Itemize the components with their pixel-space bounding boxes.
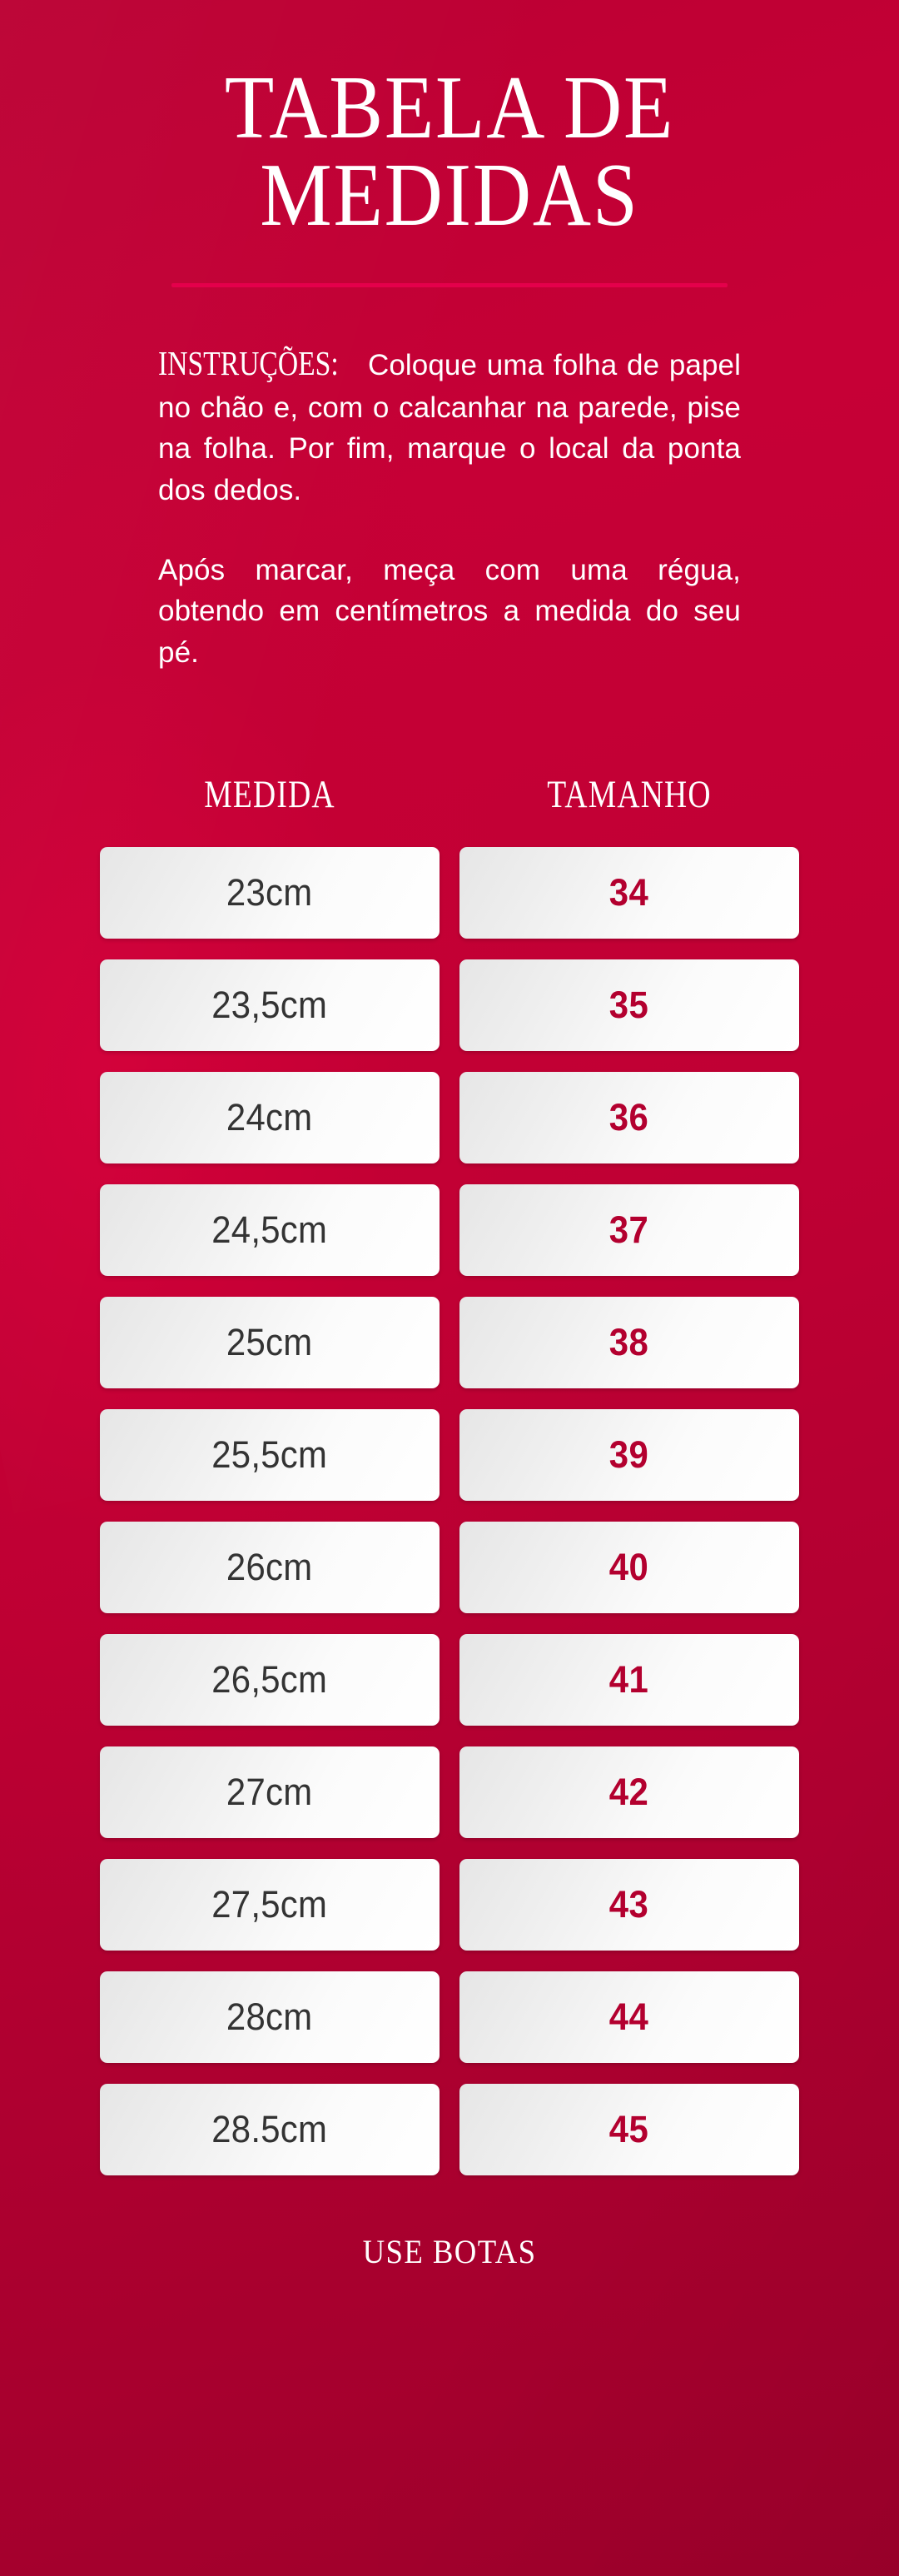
size-value: 44 bbox=[609, 1995, 649, 2038]
measure-cell: 25,5cm bbox=[100, 1408, 440, 1501]
measure-value: 26cm bbox=[226, 1545, 313, 1588]
instructions-paragraph-2: Após marcar, meça com uma régua, obtendo… bbox=[158, 553, 741, 670]
instructions-lead-label: INSTRUÇÕES: bbox=[158, 343, 339, 382]
table-row: 28.5cm 45 bbox=[100, 2083, 799, 2175]
table-row: 23cm 34 bbox=[100, 846, 799, 939]
size-value: 38 bbox=[609, 1320, 649, 1363]
instructions-paragraph-1: INSTRUÇÕES: Coloque uma folha de papel n… bbox=[158, 339, 741, 511]
size-cell: 35 bbox=[459, 959, 799, 1051]
size-table: MEDIDA TAMANHO 23cm 34 23,5cm 35 24cm 36 bbox=[100, 772, 799, 2175]
measure-value: 25,5cm bbox=[211, 1432, 328, 1476]
brand-footer: USE BOTAS bbox=[362, 2232, 537, 2270]
measure-cell: 28.5cm bbox=[100, 2083, 440, 2175]
measure-value: 24,5cm bbox=[211, 1208, 328, 1251]
title-divider bbox=[171, 282, 728, 287]
measure-value: 23,5cm bbox=[211, 983, 328, 1026]
size-cell: 42 bbox=[459, 1746, 799, 1838]
measure-cell: 23cm bbox=[100, 846, 440, 939]
size-cell: 39 bbox=[459, 1408, 799, 1501]
table-row: 24cm 36 bbox=[100, 1071, 799, 1163]
measure-value: 23cm bbox=[226, 870, 313, 914]
table-header-row: MEDIDA TAMANHO bbox=[100, 772, 799, 817]
table-row: 24,5cm 37 bbox=[100, 1183, 799, 1276]
size-cell: 34 bbox=[459, 846, 799, 939]
size-value: 40 bbox=[609, 1545, 649, 1588]
table-row: 28cm 44 bbox=[100, 1971, 799, 2063]
measure-value: 24cm bbox=[226, 1095, 313, 1139]
table-row: 27,5cm 43 bbox=[100, 1858, 799, 1951]
size-value: 34 bbox=[609, 870, 649, 914]
measure-value: 26,5cm bbox=[211, 1657, 328, 1701]
column-header-medida: MEDIDA bbox=[204, 772, 335, 816]
column-header-tamanho: TAMANHO bbox=[547, 772, 712, 816]
size-cell: 41 bbox=[459, 1633, 799, 1726]
measure-cell: 27cm bbox=[100, 1746, 440, 1838]
size-value: 42 bbox=[609, 1770, 649, 1813]
instructions-block: INSTRUÇÕES: Coloque uma folha de papel n… bbox=[158, 339, 741, 674]
page-title: TABELA DE MEDIDAS bbox=[224, 58, 675, 245]
measure-cell: 23,5cm bbox=[100, 959, 440, 1051]
size-cell: 44 bbox=[459, 1971, 799, 2063]
size-cell: 37 bbox=[459, 1183, 799, 1276]
size-cell: 43 bbox=[459, 1858, 799, 1951]
size-value: 35 bbox=[609, 983, 649, 1026]
table-row: 23,5cm 35 bbox=[100, 959, 799, 1051]
size-cell: 45 bbox=[459, 2083, 799, 2175]
table-row: 26cm 40 bbox=[100, 1521, 799, 1613]
measure-cell: 25cm bbox=[100, 1296, 440, 1388]
measure-cell: 28cm bbox=[100, 1971, 440, 2063]
table-body: 23cm 34 23,5cm 35 24cm 36 24,5cm 37 25cm bbox=[100, 846, 799, 2175]
measure-cell: 24,5cm bbox=[100, 1183, 440, 1276]
measure-cell: 27,5cm bbox=[100, 1858, 440, 1951]
size-value: 41 bbox=[609, 1657, 649, 1701]
measure-cell: 24cm bbox=[100, 1071, 440, 1163]
measure-cell: 26,5cm bbox=[100, 1633, 440, 1726]
size-cell: 38 bbox=[459, 1296, 799, 1388]
measure-value: 28.5cm bbox=[211, 2107, 328, 2150]
size-value: 37 bbox=[609, 1208, 649, 1251]
table-row: 25cm 38 bbox=[100, 1296, 799, 1388]
measure-value: 28cm bbox=[226, 1995, 313, 2038]
size-value: 43 bbox=[609, 1882, 649, 1926]
measure-value: 25cm bbox=[226, 1320, 313, 1363]
table-row: 26,5cm 41 bbox=[100, 1633, 799, 1726]
table-row: 27cm 42 bbox=[100, 1746, 799, 1838]
size-value: 36 bbox=[609, 1095, 649, 1139]
measure-cell: 26cm bbox=[100, 1521, 440, 1613]
table-row: 25,5cm 39 bbox=[100, 1408, 799, 1501]
size-cell: 40 bbox=[459, 1521, 799, 1613]
measure-value: 27,5cm bbox=[211, 1882, 328, 1926]
size-value: 45 bbox=[609, 2107, 649, 2150]
size-value: 39 bbox=[609, 1432, 649, 1476]
measure-value: 27cm bbox=[226, 1770, 313, 1813]
header: TABELA DE MEDIDAS bbox=[0, 0, 899, 287]
instructions-paragraph-1-text: Coloque uma folha de papel no chão e, co… bbox=[158, 348, 741, 507]
size-cell: 36 bbox=[459, 1071, 799, 1163]
